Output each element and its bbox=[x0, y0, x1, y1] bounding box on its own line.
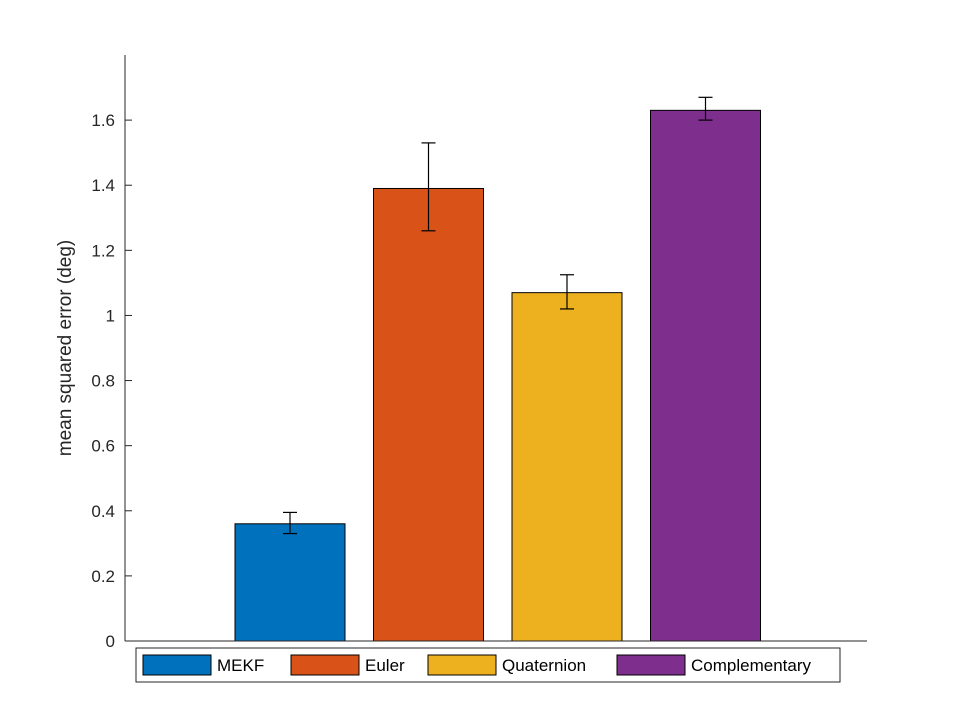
bar-mekf bbox=[234, 523, 346, 642]
y-axis-label: mean squared error (deg) bbox=[55, 240, 76, 457]
y-tick-label: 0 bbox=[106, 632, 115, 651]
legend-swatch-euler bbox=[290, 654, 360, 676]
y-tick-label: 0.8 bbox=[91, 372, 115, 391]
error-bars bbox=[283, 96, 713, 535]
legend-label-quaternion: Quaternion bbox=[502, 656, 586, 675]
y-tick-label: 1.2 bbox=[91, 241, 115, 260]
axes bbox=[124, 55, 867, 642]
y-tick-label: 0.2 bbox=[91, 567, 115, 586]
y-tick-label: 1.4 bbox=[91, 176, 115, 195]
legend-swatch-mekf bbox=[142, 654, 212, 676]
legend: MEKF Euler Quaternion Complementary bbox=[135, 647, 841, 683]
legend-swatch-complementary bbox=[616, 654, 686, 676]
y-tick-label: 1.6 bbox=[91, 111, 115, 130]
bars bbox=[234, 109, 761, 642]
bar-euler bbox=[373, 187, 484, 642]
y-ticks: 0 0.2 0.4 0.6 0.8 1 1.2 1.4 1.6 bbox=[91, 111, 132, 651]
y-tick-label: 0.6 bbox=[91, 437, 115, 456]
y-tick-label: 0.4 bbox=[91, 502, 115, 521]
legend-label-mekf: MEKF bbox=[217, 656, 264, 675]
legend-label-complementary: Complementary bbox=[691, 656, 811, 675]
bar-quaternion bbox=[511, 292, 623, 642]
legend-label-euler: Euler bbox=[365, 656, 405, 675]
y-tick-label: 1 bbox=[106, 306, 115, 325]
legend-swatch-quaternion bbox=[427, 654, 497, 676]
bar-complementary bbox=[650, 109, 761, 642]
